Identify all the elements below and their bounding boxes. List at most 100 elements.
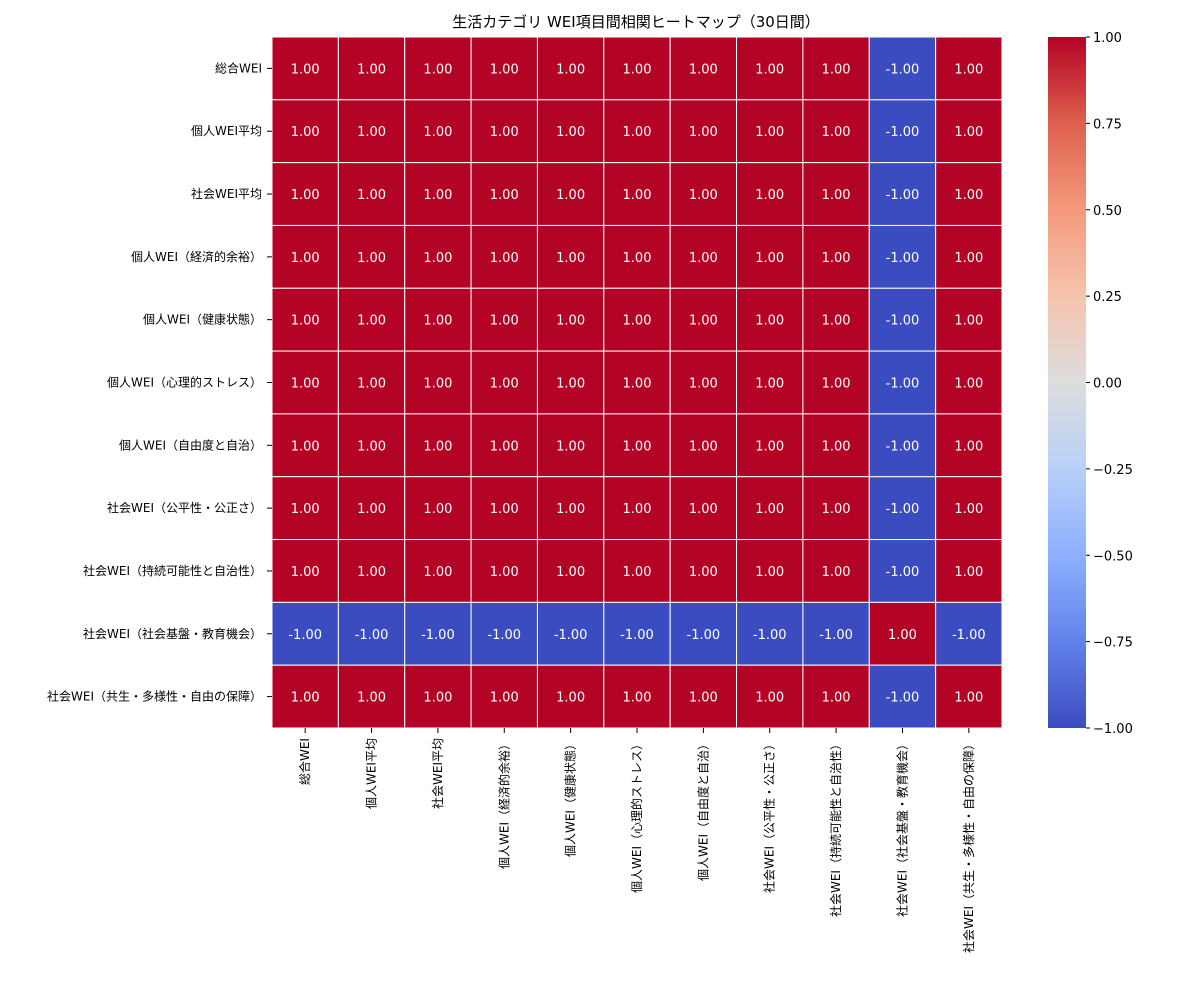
heatmap-cell [868,36,937,101]
cell-value-label: 1.00 [954,377,983,392]
cell-value-label: 1.00 [954,314,983,329]
cell-value-label: 1.00 [556,691,585,706]
cell-value-label: 1.00 [954,439,983,454]
y-tick-label: 社会WEI（持続可能性と自治性） [83,563,262,578]
heatmap-cell [404,224,472,289]
cell-value-label: 1.00 [755,314,784,329]
cell-value-label: 1.00 [689,251,718,266]
cell-value-label: -1.00 [952,628,986,643]
heatmap-cell [603,413,671,478]
cell-value-label: 1.00 [954,502,983,517]
cell-value-label: 1.00 [556,251,585,266]
cell-value-label: 1.00 [423,188,452,203]
cell-value-label: 1.00 [822,62,851,77]
heatmap-cell [337,287,406,352]
heatmap-cell [271,601,339,666]
cell-value-label: 1.00 [291,439,320,454]
heatmap-cell [271,476,339,541]
heatmap-cell [536,476,605,541]
heatmap-cell [404,601,472,666]
cell-value-label: 1.00 [423,125,452,140]
cell-value-label: 1.00 [490,125,519,140]
x-tick-label: 個人WEI（心理的ストレス） [629,738,644,893]
cell-value-label: 1.00 [357,565,386,580]
cell-value-label: 1.00 [291,502,320,517]
cell-value-label: -1.00 [620,628,654,643]
heatmap-cell [935,162,1003,226]
cell-value-label: 1.00 [689,62,718,77]
heatmap-cell [935,99,1003,164]
heatmap-cell [404,99,472,164]
colorbar-tick-label: 1.00 [1093,31,1122,46]
cell-value-label: 1.00 [954,125,983,140]
heatmap-cell [470,539,538,603]
heatmap-cell [536,99,605,164]
heatmap-cell [669,99,738,164]
cell-value-label: 1.00 [291,565,320,580]
cell-value-label: 1.00 [689,188,718,203]
cell-value-label: 1.00 [822,125,851,140]
cell-value-label: 1.00 [357,377,386,392]
cell-value-label: 1.00 [822,251,851,266]
cell-value-label: 1.00 [954,691,983,706]
cell-value-label: 1.00 [755,125,784,140]
heatmap-cell [404,287,472,352]
cell-value-label: 1.00 [755,439,784,454]
heatmap-cell [802,287,870,352]
heatmap-cell [337,413,406,478]
cell-value-label: 1.00 [291,377,320,392]
heatmap-cell [736,476,804,541]
heatmap-cell [669,224,738,289]
heatmap-cell [603,601,671,666]
cell-value-label: 1.00 [423,502,452,517]
cell-value-label: 1.00 [423,251,452,266]
chart-title: 生活カテゴリ WEI項目間相関ヒートマップ（30日間） [452,13,820,31]
heatmap-cell [536,601,605,666]
cell-value-label: 1.00 [556,565,585,580]
cell-value-label: 1.00 [490,439,519,454]
heatmap-cell [603,539,671,603]
heatmap-cell [669,539,738,603]
cell-value-label: -1.00 [886,251,920,266]
cell-value-label: 1.00 [556,62,585,77]
heatmap-cell [868,539,937,603]
heatmap-cell [603,224,671,289]
cell-value-label: 1.00 [490,377,519,392]
cell-value-label: 1.00 [954,565,983,580]
cell-value-label: 1.00 [623,502,652,517]
cell-value-label: 1.00 [755,691,784,706]
cell-value-label: 1.00 [490,188,519,203]
y-tick-label: 個人WEI（健康状態） [143,312,262,327]
heatmap-cell [470,350,538,415]
colorbar-tick-label: 0.25 [1093,290,1122,305]
heatmap-cell [868,99,937,164]
heatmap-cell [868,287,937,352]
cell-value-label: 1.00 [689,377,718,392]
heatmap-cell [868,224,937,289]
cell-value-label: 1.00 [822,502,851,517]
y-tick-label: 個人WEI（自由度と自治） [119,437,262,452]
x-tick-label: 個人WEI（経済的余裕） [496,738,511,869]
colorbar-tick-label: −0.75 [1093,636,1133,651]
cell-value-label: 1.00 [556,188,585,203]
cell-value-label: 1.00 [689,502,718,517]
heatmap-cell [802,162,870,226]
x-tick-label: 個人WEI平均 [365,738,379,809]
heatmap-cell [271,539,339,603]
heatmap-cell [603,99,671,164]
cell-value-label: 1.00 [357,62,386,77]
cell-value-label: -1.00 [886,502,920,517]
cell-value-label: 1.00 [357,125,386,140]
heatmap-cell [404,413,472,478]
y-tick-label: 個人WEI（心理的ストレス） [107,375,262,390]
cell-value-label: -1.00 [886,691,920,706]
cell-value-label: 1.00 [623,125,652,140]
heatmap-cell [470,224,538,289]
heatmap-cell [669,413,738,478]
cell-value-label: 1.00 [291,691,320,706]
y-tick-label: 社会WEI平均 [191,186,262,201]
cell-value-label: 1.00 [490,691,519,706]
heatmap-cell [802,224,870,289]
cell-value-label: 1.00 [888,628,917,643]
